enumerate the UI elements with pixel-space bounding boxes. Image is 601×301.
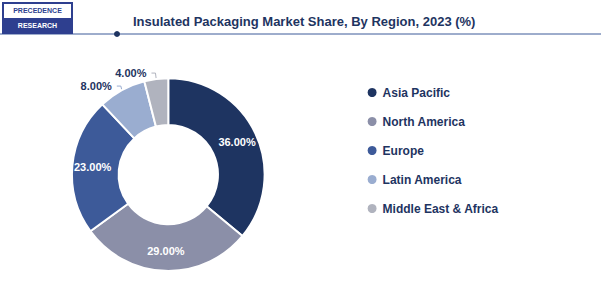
svg-text:36.00%: 36.00% <box>218 136 256 148</box>
svg-text:Asia Pacific: Asia Pacific <box>383 86 451 100</box>
svg-text:RESEARCH: RESEARCH <box>18 22 57 29</box>
svg-text:Europe: Europe <box>383 144 425 158</box>
svg-text:Latin America: Latin America <box>383 173 462 187</box>
svg-text:Middle East & Africa: Middle East & Africa <box>383 202 499 216</box>
svg-text:29.00%: 29.00% <box>147 245 185 257</box>
svg-text:23.00%: 23.00% <box>74 161 112 173</box>
svg-text:PRECEDENCE: PRECEDENCE <box>13 7 62 14</box>
svg-text:North America: North America <box>383 115 466 129</box>
svg-text:8.00%: 8.00% <box>81 80 112 92</box>
svg-text:4.00%: 4.00% <box>115 67 146 79</box>
svg-text:Insulated Packaging Market Sha: Insulated Packaging Market Share, By Reg… <box>133 14 475 29</box>
